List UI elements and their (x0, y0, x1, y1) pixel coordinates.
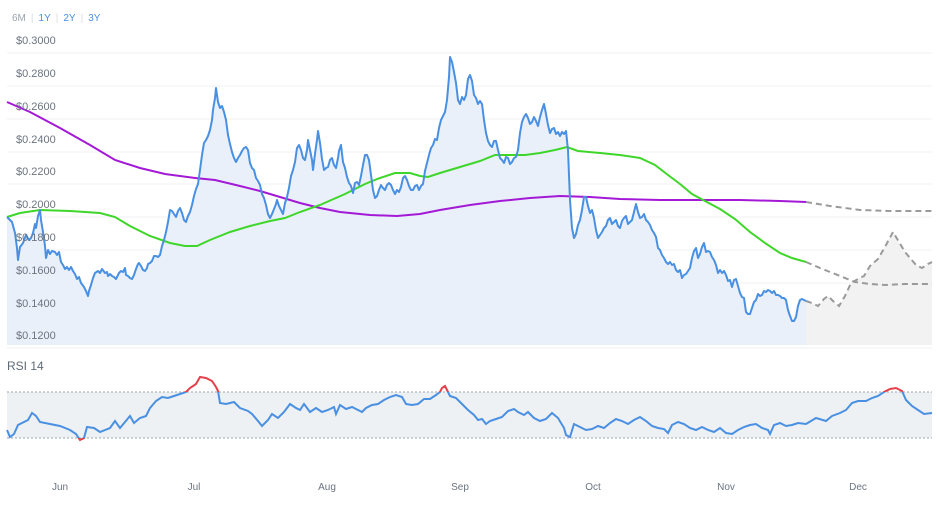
y-axis-label: $0.2400 (16, 134, 56, 146)
range-1y-button[interactable]: 1Y (38, 13, 51, 24)
rsi-title: RSI 14 (7, 359, 44, 373)
y-axis-label: $0.1400 (16, 298, 56, 310)
forecast-price-line (805, 229, 933, 308)
short-moving-average-line (6, 145, 807, 263)
x-axis-label: Oct (585, 482, 601, 493)
y-axis-label: $0.1600 (16, 265, 56, 277)
y-axis-label: $0.2000 (16, 199, 56, 211)
price-line (6, 56, 807, 322)
x-axis-label: Aug (318, 482, 336, 493)
x-axis-label: Jul (187, 482, 201, 493)
range-2y-button[interactable]: 2Y (63, 13, 76, 24)
range-6m-button[interactable]: 6M (12, 13, 26, 24)
range-selector: 6M | 1Y | 2Y | 3Y (12, 13, 100, 24)
y-axis-label: $0.1800 (16, 232, 56, 244)
range-separator: | (80, 13, 84, 24)
range-separator: | (55, 13, 59, 24)
y-axis-label: $0.2600 (16, 101, 56, 113)
x-axis-label: Nov (717, 482, 735, 493)
long-moving-average-line (6, 101, 807, 218)
y-axis-label: $0.2800 (16, 68, 56, 80)
x-axis-label: Sep (451, 482, 469, 493)
x-axis-label: Dec (849, 482, 867, 493)
forecast-short-ma-line (805, 261, 932, 287)
x-axis-label: Jun (51, 482, 69, 493)
rsi-line (6, 392, 933, 438)
forecast-long-ma-line (805, 201, 932, 212)
y-axis-label: $0.1200 (16, 330, 56, 342)
forecast-area-fill (806, 232, 932, 345)
y-axis-label: $0.2200 (16, 166, 56, 178)
range-3y-button[interactable]: 3Y (88, 13, 101, 24)
price-area-fill (7, 57, 806, 345)
rsi-band (7, 392, 932, 438)
y-axis-label: $0.3000 (16, 35, 56, 47)
range-separator: | (30, 13, 34, 24)
